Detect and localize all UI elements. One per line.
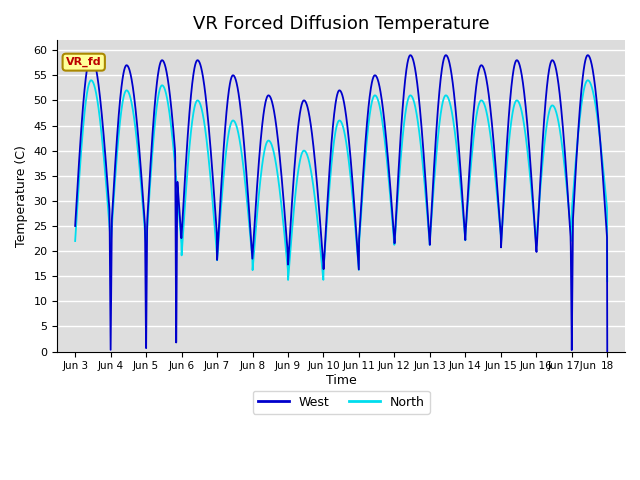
Bar (58, 176, 625, 201)
Bar (58, 276, 625, 301)
Text: VR_fd: VR_fd (66, 57, 102, 67)
Title: VR Forced Diffusion Temperature: VR Forced Diffusion Temperature (193, 15, 490, 33)
Bar (58, 75, 625, 100)
Y-axis label: Temperature (C): Temperature (C) (15, 145, 28, 247)
Bar (58, 226, 625, 251)
X-axis label: Time: Time (326, 374, 356, 387)
Bar (58, 125, 625, 151)
Bar (58, 326, 625, 351)
Legend: West, North: West, North (253, 391, 429, 414)
